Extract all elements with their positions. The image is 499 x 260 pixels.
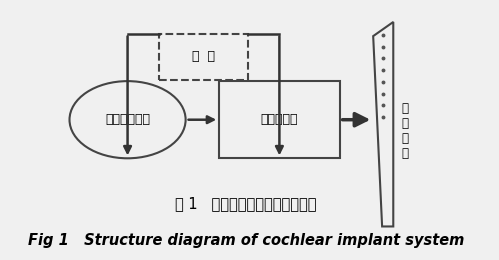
Text: 无线接收模块: 无线接收模块 [105, 113, 150, 126]
Bar [219, 81, 340, 158]
Text: 电  源: 电 源 [192, 50, 215, 63]
Text: 电
极
阵
列: 电 极 阵 列 [401, 102, 408, 160]
Text: 图 1   电子耳蜗植入装置系统框图: 图 1 电子耳蜗植入装置系统框图 [175, 196, 317, 211]
Bar [159, 34, 248, 80]
Text: 刺激器模块: 刺激器模块 [260, 113, 298, 126]
Polygon shape [373, 22, 393, 226]
Text: Fig 1   Structure diagram of cochlear implant system: Fig 1 Structure diagram of cochlear impl… [28, 233, 464, 248]
Ellipse shape [69, 81, 186, 158]
